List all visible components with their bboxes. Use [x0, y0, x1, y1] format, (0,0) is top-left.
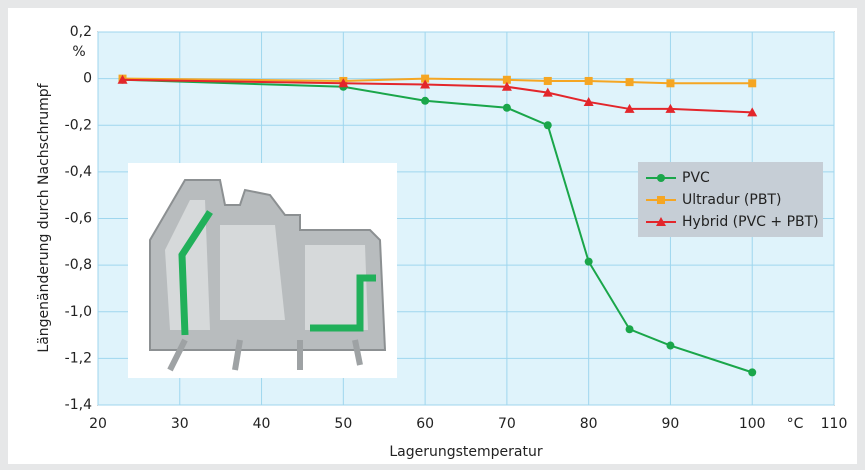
x-unit: °C: [787, 416, 804, 432]
y-tick-label: -0,6: [65, 211, 92, 227]
legend-label: PVC: [682, 170, 710, 186]
marker: [666, 79, 674, 87]
marker: [544, 121, 552, 129]
x-tick-label: 70: [498, 416, 516, 432]
x-tick-label: 60: [416, 416, 434, 432]
y-tick-label: -0,8: [65, 257, 92, 273]
y-tick-label: -1,2: [65, 350, 92, 366]
y-tick-label: -0,2: [65, 117, 92, 133]
x-tick-label: 50: [334, 416, 352, 432]
marker: [544, 77, 552, 85]
marker: [503, 104, 511, 112]
legend-label: Ultradur (PBT): [682, 192, 781, 208]
marker: [585, 258, 593, 266]
y-tick-label: 0,2: [70, 24, 92, 40]
marker: [421, 97, 429, 105]
marker: [657, 174, 665, 182]
y-axis-title: Längenänderung durch Nachschrumpf: [36, 82, 52, 352]
marker: [657, 196, 665, 204]
x-tick-label: 100: [739, 416, 766, 432]
y-tick-label: -1,0: [65, 304, 92, 320]
marker: [748, 79, 756, 87]
marker: [626, 78, 634, 86]
chart: PVC Ultradur (PBT) Hybrid (PVC + PBT) Läng…: [0, 0, 865, 470]
marker: [626, 325, 634, 333]
x-tick-label: 90: [662, 416, 680, 432]
page: {"chart_data": {"type": "line", "y_axis_…: [0, 0, 865, 470]
x-axis-title: Lagerungstemperatur: [389, 444, 542, 460]
y-tick-label: -1,4: [65, 397, 92, 413]
marker: [585, 77, 593, 85]
legend-label: Hybrid (PVC + PBT): [682, 214, 819, 230]
marker: [666, 342, 674, 350]
x-tick-label: 30: [171, 416, 189, 432]
x-tick-label: 40: [253, 416, 271, 432]
y-tick-label: 0: [83, 71, 92, 87]
product-image: [128, 163, 397, 378]
x-tick-label: 20: [89, 416, 107, 432]
y-tick-label: -0,4: [65, 164, 92, 180]
marker: [748, 368, 756, 376]
x-tick-label: 80: [580, 416, 598, 432]
y-unit: %: [72, 44, 85, 60]
x-tick-label: 110: [821, 416, 848, 432]
